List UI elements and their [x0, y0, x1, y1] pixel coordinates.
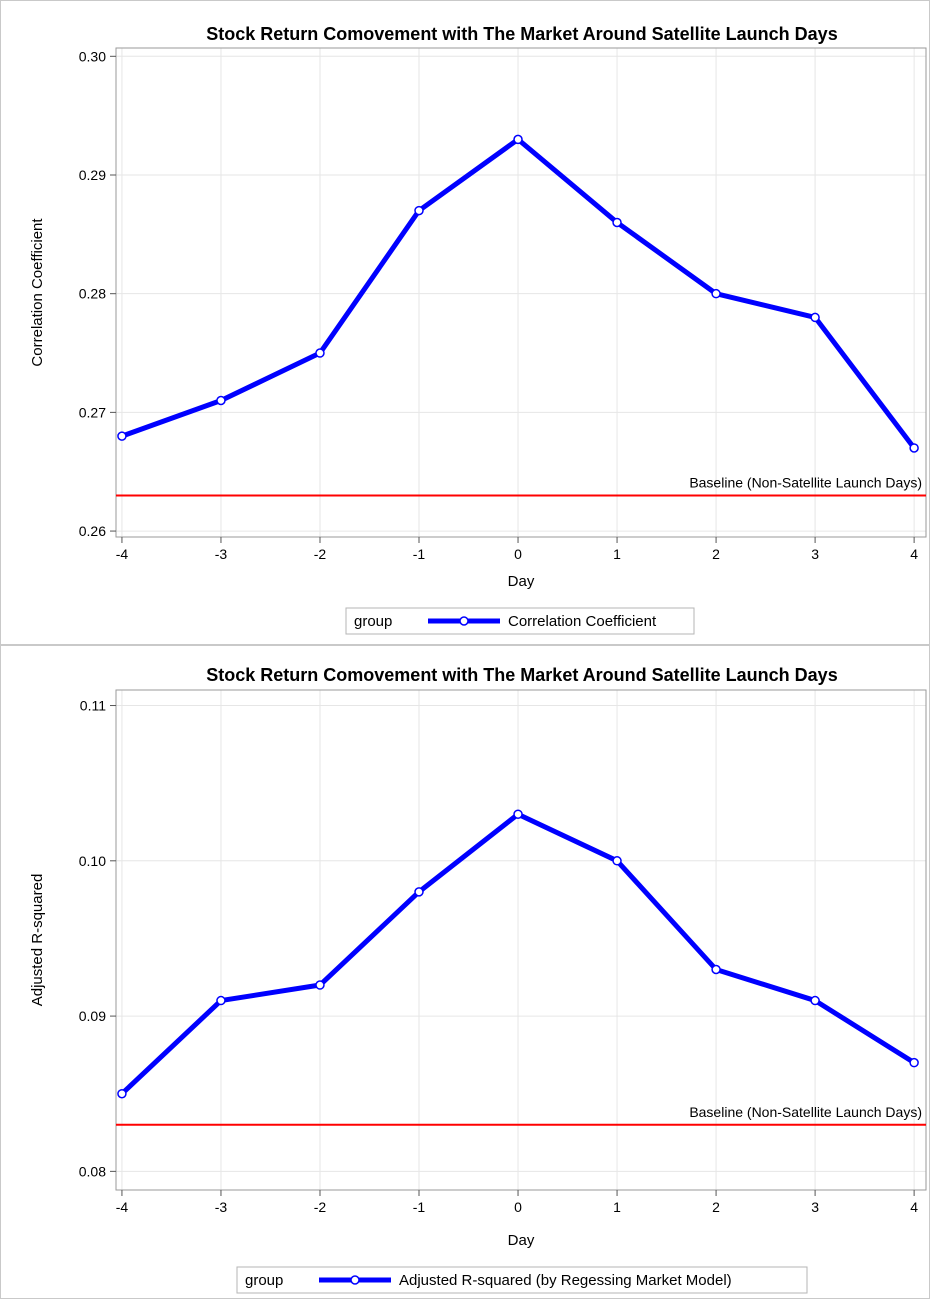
data-point — [612, 856, 622, 866]
x-tick-label: -4 — [116, 1199, 129, 1215]
x-tick-label: 2 — [712, 546, 720, 562]
x-tick-label: -3 — [215, 546, 228, 562]
data-point — [711, 288, 721, 299]
x-axis-label: Day — [508, 573, 535, 590]
x-tick-label: 4 — [910, 546, 918, 562]
legend-title: group — [354, 613, 392, 630]
x-tick-label: 1 — [613, 546, 621, 562]
y-tick-label: 0.11 — [80, 698, 106, 714]
plot-frame — [115, 47, 927, 538]
y-tick-label: 0.30 — [79, 48, 106, 64]
correlation-chart: -4 -3 -2 -1 0 1 2 3 4 0.26 0.27 0.28 0.29 0.30 Stock R… — [0, 0, 930, 645]
chart-border — [0, 0, 930, 645]
data-point — [909, 443, 919, 453]
y-tick-label: 0.09 — [79, 1008, 106, 1024]
legend-entry: Correlation Coefficient — [508, 613, 657, 630]
x-tick-label: 0 — [514, 1199, 522, 1215]
x-tick-label: -3 — [215, 1199, 228, 1215]
data-point — [810, 312, 820, 323]
legend-box — [345, 607, 695, 635]
x-tick-label: -4 — [116, 546, 129, 562]
data-point — [909, 1057, 919, 1068]
chart-border — [0, 645, 930, 1299]
baseline-label: Baseline (Non-Satellite Launch Days) — [689, 474, 922, 490]
r-squared-chart: -4 -3 -2 -1 0 1 2 3 4 0.08 0.09 0.10 0.11 Stock Retur… — [0, 645, 930, 1299]
y-tick-label: 0.28 — [79, 286, 106, 302]
y-tick-label: 0.27 — [79, 404, 106, 420]
x-tick-label: 3 — [811, 546, 819, 562]
x-tick-label: 1 — [613, 1199, 621, 1215]
y-axis-label: Adjusted R-squared — [29, 874, 46, 1007]
data-point — [117, 1088, 127, 1099]
y-tick-label: 0.10 — [79, 853, 106, 869]
legend-entry: Adjusted R-squared (by Regessing Market … — [399, 1272, 732, 1289]
data-point — [216, 395, 226, 406]
x-tick-label: 0 — [514, 546, 522, 562]
legend-title: group — [245, 1272, 283, 1289]
data-point — [117, 431, 127, 441]
x-tick-label: 4 — [910, 1199, 918, 1215]
x-axis-label: Day — [508, 1232, 535, 1249]
data-point — [513, 134, 523, 145]
data-point — [810, 995, 820, 1006]
data-point — [711, 964, 721, 975]
y-axis-label: Correlation Coefficient — [29, 218, 46, 367]
data-point — [315, 980, 325, 990]
legend-marker — [459, 616, 469, 626]
data-point — [513, 809, 523, 819]
data-point — [414, 205, 424, 216]
x-tick-label: -1 — [413, 546, 426, 562]
x-tick-label: 2 — [712, 1199, 720, 1215]
x-tick-label: 3 — [811, 1199, 819, 1215]
data-point — [315, 348, 325, 358]
data-point — [216, 995, 226, 1006]
x-tick-label: -1 — [413, 1199, 426, 1215]
plot-frame — [115, 689, 927, 1191]
data-point — [612, 217, 622, 228]
x-tick-label: -2 — [314, 546, 327, 562]
chart-title: Stock Return Comovement with The Market … — [206, 665, 837, 685]
y-tick-label: 0.08 — [79, 1163, 106, 1179]
data-point — [414, 887, 424, 897]
x-tick-label: -2 — [314, 1199, 327, 1215]
y-tick-label: 0.26 — [79, 523, 106, 539]
y-tick-label: 0.29 — [79, 167, 106, 183]
chart-title: Stock Return Comovement with The Market … — [206, 24, 837, 44]
legend-marker — [350, 1275, 360, 1285]
baseline-label: Baseline (Non-Satellite Launch Days) — [689, 1104, 922, 1120]
